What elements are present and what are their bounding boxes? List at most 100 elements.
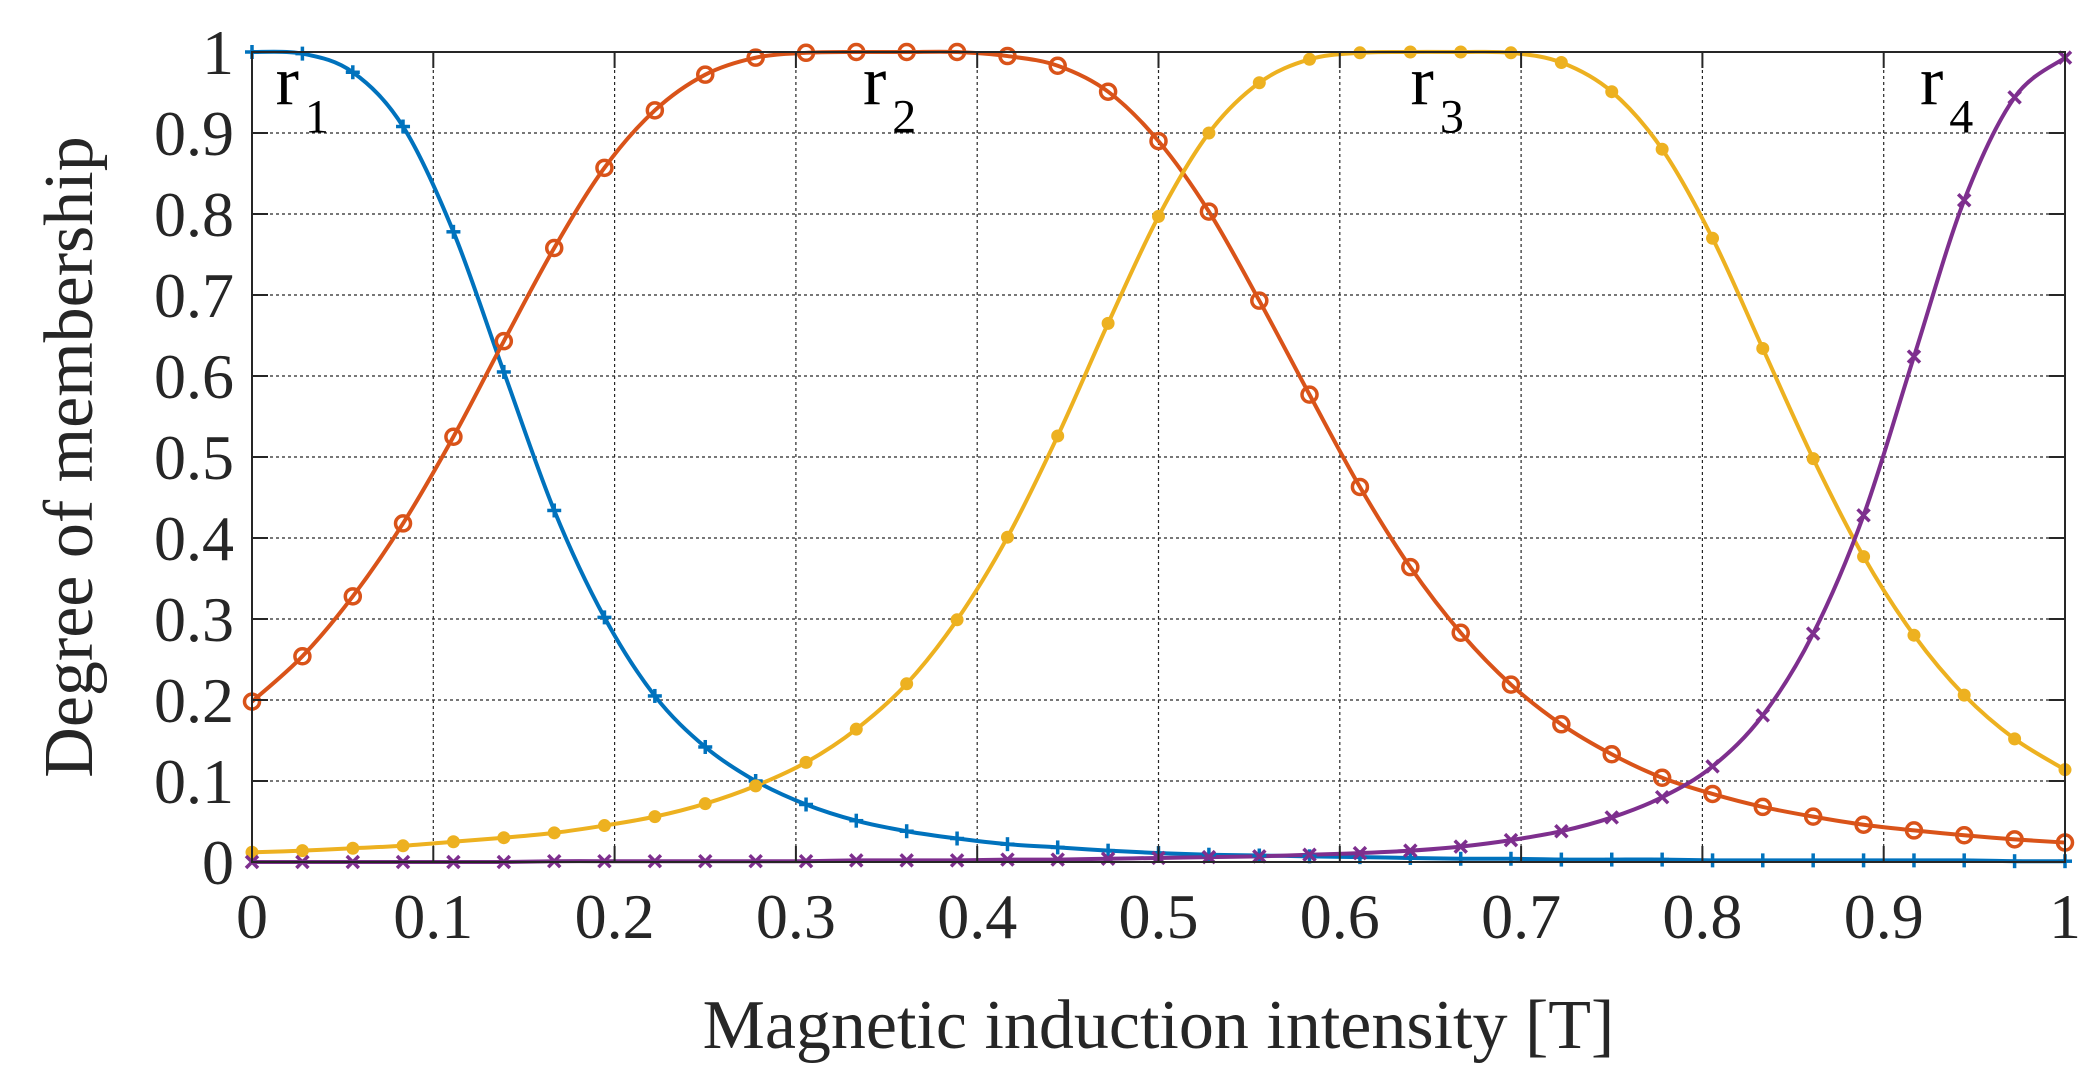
data-point-r4-b [1755, 708, 1771, 723]
data-point-r1 [698, 739, 713, 754]
series-line-r2 [250, 49, 2066, 845]
curve-label-main: r [863, 44, 886, 121]
data-point-r4 [2007, 90, 2022, 105]
data-point-r2 [343, 587, 363, 606]
x-tick-label: 0.7 [1481, 881, 1561, 952]
data-point-r3 [446, 835, 460, 849]
data-point-r2 [1753, 797, 1773, 817]
y-tick-label: 0.7 [154, 260, 234, 331]
data-point-r3 [1152, 209, 1165, 223]
curve-label-sub: 3 [1440, 91, 1464, 144]
data-point-r1 [1957, 853, 1972, 868]
data-point-r1 [496, 364, 511, 379]
data-point-r4-b [2007, 90, 2022, 105]
data-point-r1 [899, 824, 914, 839]
curve-label-sub: 2 [892, 91, 916, 144]
data-point-r4 [1856, 508, 1871, 523]
data-point-r4 [949, 853, 965, 868]
data-point-r2 [1250, 291, 1269, 310]
data-point-r2 [1350, 477, 1370, 497]
data-point-r3 [346, 841, 360, 855]
data-point-r4-b [1554, 823, 1569, 839]
data-point-r4 [1554, 823, 1569, 839]
y-tick-label: 0.9 [154, 98, 234, 169]
y-tick-label: 0 [202, 827, 234, 898]
data-point-r4 [849, 853, 864, 868]
data-point-r4-b [1705, 759, 1720, 774]
data-point-r4 [1403, 843, 1418, 858]
data-point-r2 [1854, 815, 1873, 834]
data-point-r2 [696, 65, 715, 84]
data-point-r4-b [1906, 349, 1922, 364]
data-point-r2 [1954, 826, 1974, 845]
x-tick-label: 0.2 [575, 881, 655, 952]
data-point-r1 [799, 797, 814, 812]
data-point-r1 [647, 688, 662, 703]
x-tick-label: 0.3 [756, 881, 836, 952]
data-point-r1 [1856, 853, 1871, 868]
y-tick-label: 0.5 [154, 422, 234, 493]
data-point-r4-b [849, 853, 864, 868]
data-point-r4-b [1000, 852, 1015, 867]
data-point-r3 [1806, 452, 1820, 466]
data-point-r4 [1453, 839, 1468, 854]
data-point-r3 [648, 810, 662, 824]
curve-label-main: r [1920, 44, 1943, 121]
data-point-r1 [547, 503, 562, 518]
data-point-r3 [1554, 56, 1568, 70]
data-point-r3 [295, 844, 309, 858]
data-point-r2 [2005, 830, 2024, 849]
data-point-r1 [1755, 853, 1770, 868]
data-point-r1 [1050, 840, 1065, 855]
data-point-r4-b [1302, 847, 1317, 862]
data-point-r2 [444, 427, 463, 446]
data-point-r1 [597, 610, 612, 625]
data-point-r3 [1101, 316, 1115, 330]
data-point-r2 [393, 514, 413, 533]
data-point-r3 [749, 779, 763, 793]
curve-label-sub: 4 [1949, 91, 1973, 144]
data-point-r1 [849, 813, 864, 828]
curve-label-sub: 1 [305, 91, 329, 144]
x-axis-label: Magnetic induction intensity [T] [703, 987, 1615, 1064]
data-point-r4 [1000, 852, 1015, 867]
data-point-r2 [746, 48, 765, 67]
data-point-r1 [1000, 837, 1015, 852]
data-point-r2 [998, 46, 1017, 66]
data-point-r1 [1655, 852, 1670, 867]
data-point-r2 [1149, 131, 1168, 151]
x-tick-label: 0 [236, 881, 268, 952]
data-point-r3 [597, 819, 611, 833]
data-point-r4-b [1956, 192, 1972, 208]
data-point-r4 [1252, 849, 1267, 864]
data-point-r3 [2008, 732, 2022, 746]
data-point-r3 [396, 839, 410, 853]
data-point-r2 [293, 647, 312, 666]
y-tick-label: 0.2 [154, 665, 234, 736]
x-tick-label: 0.8 [1662, 881, 1742, 952]
data-point-r4 [1604, 810, 1619, 825]
data-point-r4-b [1503, 832, 1519, 848]
ticks: 0 0.1 0.2 0.3 0.4 0.5 0.6 0.7 0.8 0.9 100.10.20.30… [154, 17, 2081, 952]
data-point-r3 [1655, 142, 1669, 156]
data-point-r2 [544, 238, 564, 258]
data-point-r4 [1705, 759, 1720, 774]
data-point-r2 [1904, 821, 1924, 840]
data-point-r1 [950, 831, 965, 846]
data-point-r2 [1652, 768, 1672, 788]
data-point-r2 [1098, 82, 1118, 101]
data-point-r1 [295, 46, 310, 61]
data-point-r4 [1302, 847, 1317, 862]
data-point-r3 [950, 613, 964, 627]
data-point-r4-b [1856, 508, 1871, 523]
series-line-r3 [251, 49, 2067, 855]
data-point-r2 [1803, 807, 1823, 826]
data-point-r1 [345, 65, 360, 80]
data-point-r2 [1501, 675, 1521, 694]
